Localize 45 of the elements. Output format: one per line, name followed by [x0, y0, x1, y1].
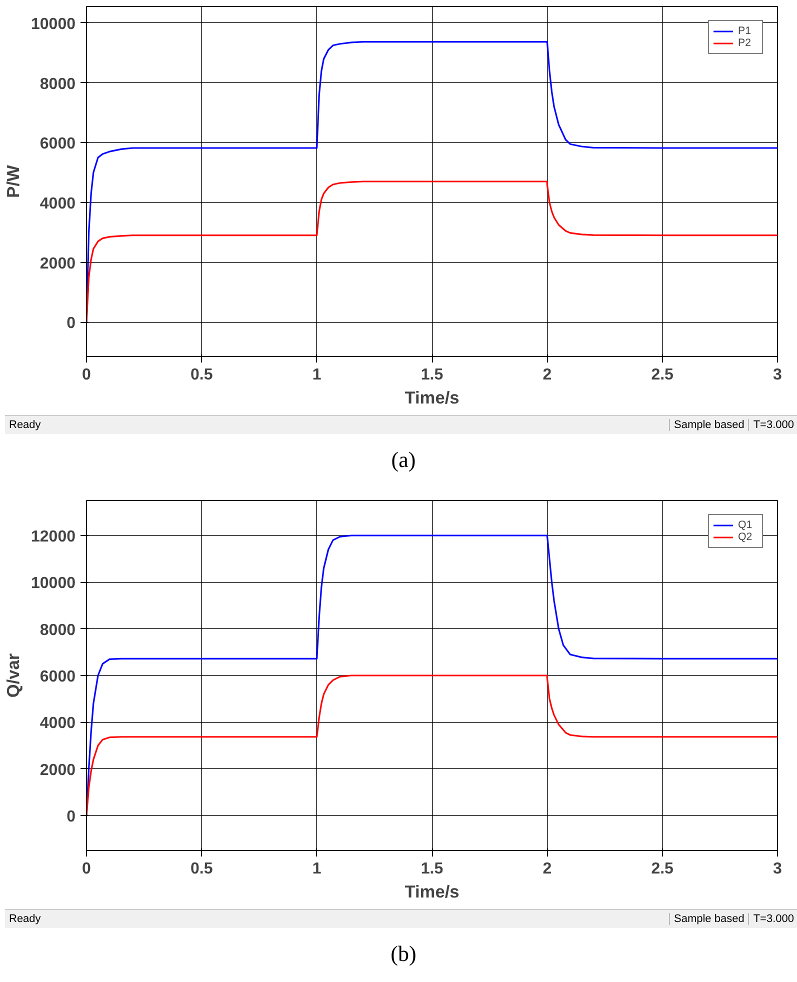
legend-label: P2	[738, 37, 752, 49]
legend-label: Q1	[738, 519, 754, 531]
y-tick-label: 4000	[40, 195, 76, 212]
text: (a)	[390, 447, 417, 473]
y-tick-label: 8000	[40, 76, 76, 93]
y-tick-label: 0	[66, 315, 76, 332]
line-series	[86, 180, 778, 323]
y-tick-label: 0	[66, 808, 76, 826]
x-tick-label: 0.5	[190, 366, 213, 384]
x-tick-label: 0.5	[190, 860, 213, 878]
text: (b)	[390, 941, 418, 967]
x-axis-title: Time/s	[404, 882, 460, 902]
x-tick-label: 1	[312, 860, 322, 878]
y-tick-label: 12000	[31, 528, 76, 546]
y-axis-title: Q/var	[3, 653, 24, 698]
x-tick-label: 1.5	[420, 860, 444, 878]
x-tick-label: 3	[773, 366, 782, 384]
y-tick-label: 2000	[40, 762, 76, 779]
text: T=3.000	[748, 913, 797, 925]
text: Ready	[9, 419, 42, 431]
x-tick-label: 1.5	[420, 366, 444, 384]
x-tick-label: 2.5	[651, 860, 674, 878]
legend-label: P1	[738, 25, 752, 37]
x-tick-label: 2.5	[651, 366, 674, 384]
x-tick-label: 1	[312, 366, 322, 384]
x-tick-label: 2	[542, 366, 552, 384]
y-tick-label: 8000	[40, 622, 76, 639]
text: Sample based	[669, 419, 748, 431]
y-tick-label: 10000	[31, 16, 76, 33]
text: Ready	[9, 913, 42, 925]
y-tick-label: 10000	[31, 575, 76, 592]
y-tick-label: 2000	[40, 255, 76, 272]
y-axis-title: P/W	[3, 164, 24, 198]
legend-label: Q2	[738, 531, 754, 543]
text: Sample based	[669, 913, 748, 925]
x-tick-label: 0	[82, 860, 92, 878]
y-tick-label: 6000	[40, 668, 76, 686]
y-tick-label: 4000	[40, 715, 76, 732]
y-tick-label: 6000	[40, 136, 76, 153]
x-axis-title: Time/s	[404, 388, 460, 408]
x-tick-label: 2	[542, 860, 552, 878]
line-series	[86, 674, 778, 816]
x-tick-label: 3	[773, 860, 782, 878]
text: T=3.000	[748, 419, 797, 431]
x-tick-label: 0	[82, 366, 92, 384]
